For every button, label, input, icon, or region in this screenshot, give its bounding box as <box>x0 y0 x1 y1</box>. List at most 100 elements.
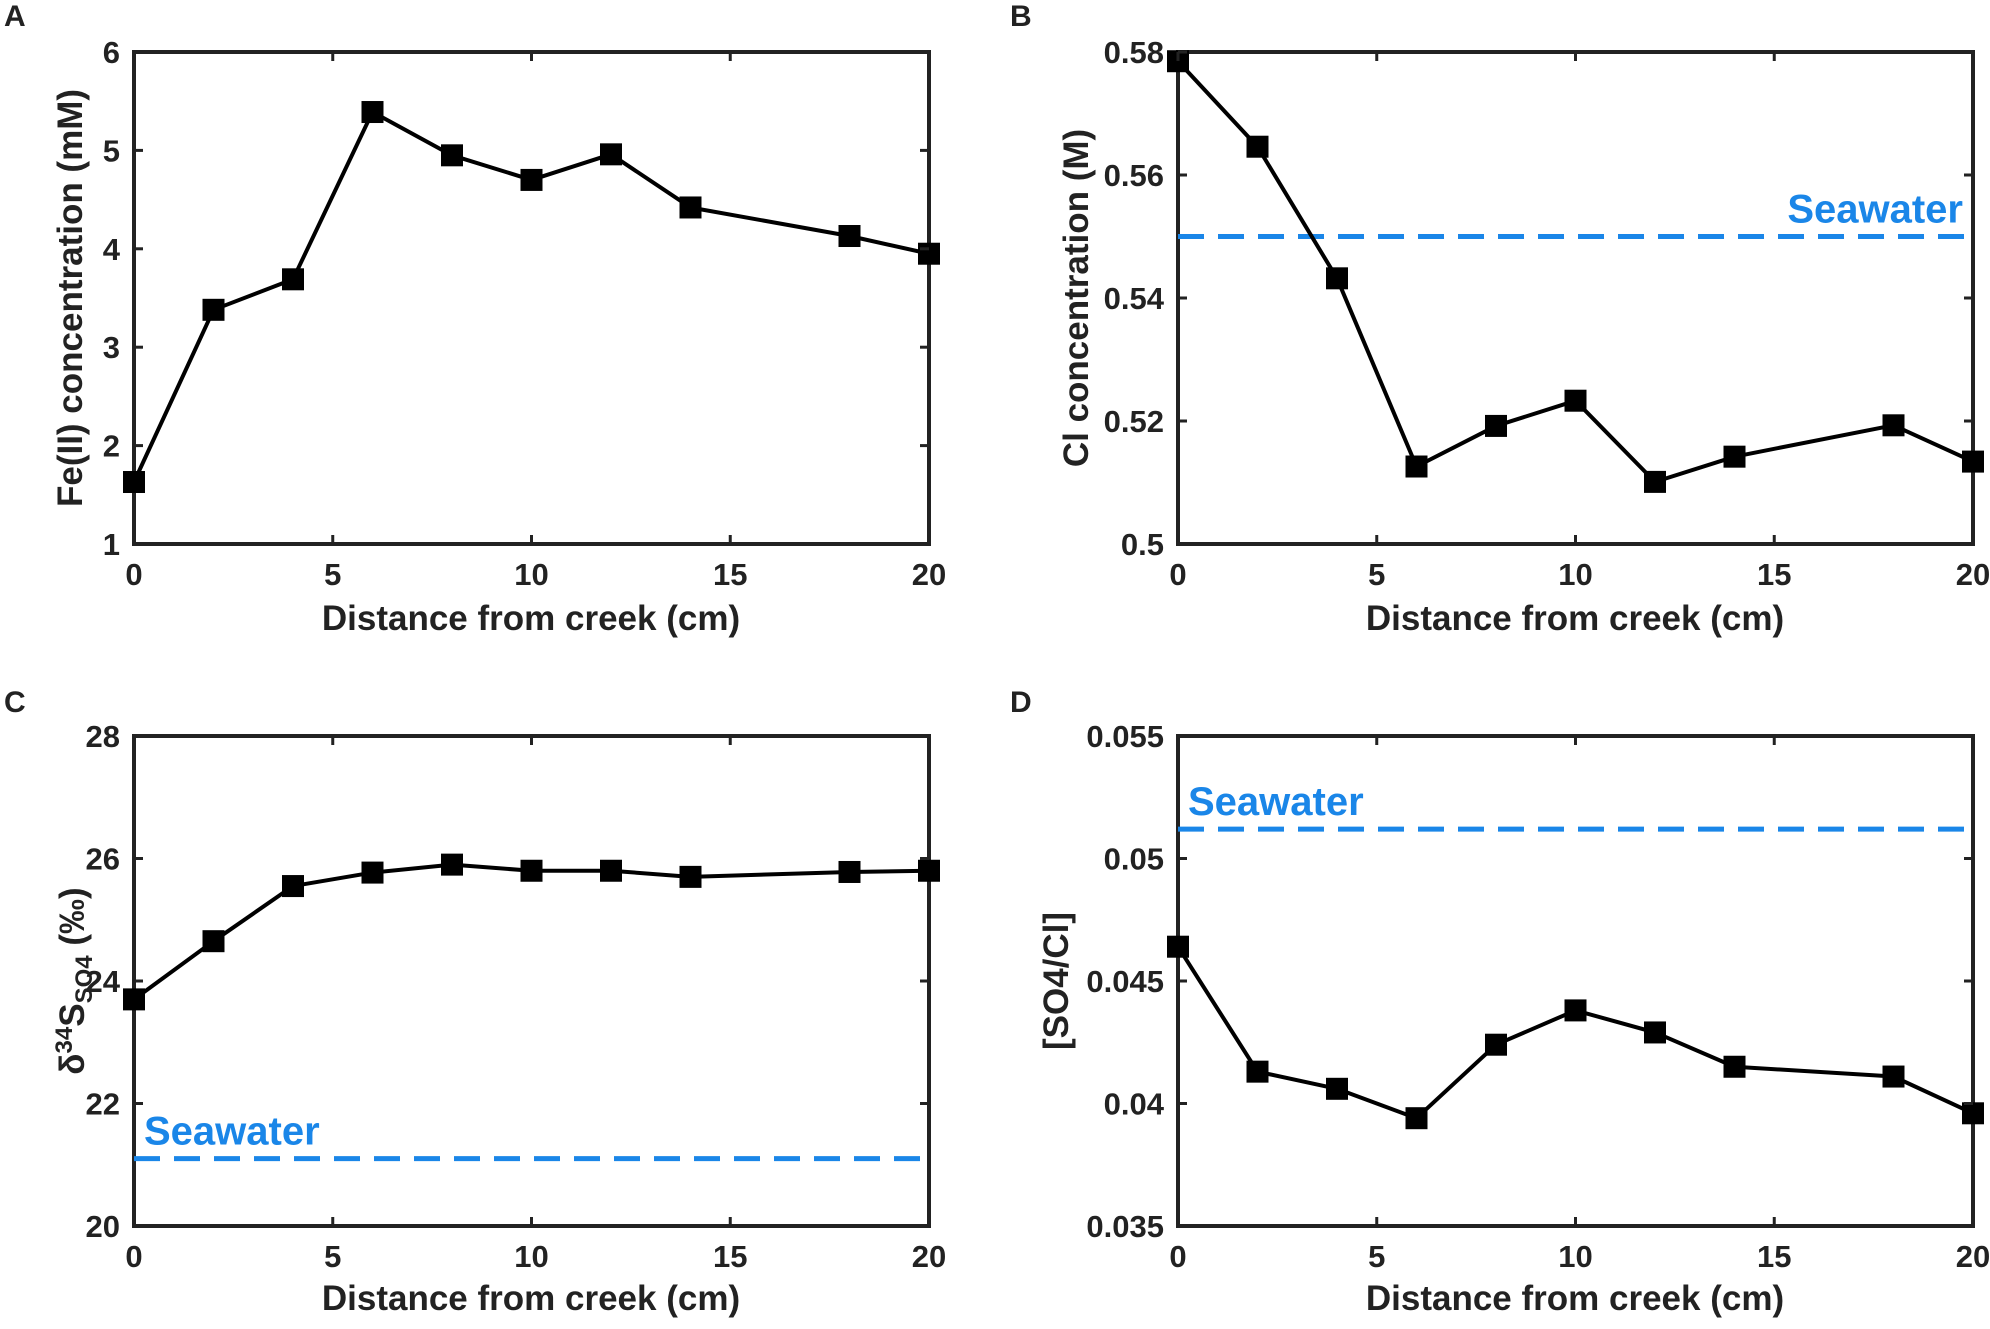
x-tick-label: 20 <box>912 1239 946 1274</box>
x-tick-label: 20 <box>1956 557 1990 592</box>
data-point <box>520 859 543 882</box>
data-point <box>918 242 940 265</box>
y-tick-label: 0.5 <box>1121 527 1164 562</box>
data-point <box>1167 935 1189 958</box>
y-tick-label: 0.56 <box>1104 158 1164 193</box>
data-point <box>1167 50 1189 73</box>
seawater-label: Seawater <box>1188 780 1364 824</box>
seawater-label: Seawater <box>1787 188 1963 232</box>
y-tick-label: 4 <box>103 232 121 267</box>
x-tick-label: 10 <box>1558 1239 1592 1274</box>
series-line <box>132 110 930 483</box>
y-tick-label: 20 <box>86 1209 120 1244</box>
x-tick-label: 0 <box>1169 1239 1186 1274</box>
data-point <box>1962 450 1984 473</box>
data-point <box>123 471 145 494</box>
data-point <box>361 101 384 124</box>
x-tick-label: 5 <box>1368 557 1385 592</box>
series-line <box>1176 59 1974 484</box>
data-point <box>679 865 702 888</box>
panel-letter: D <box>1010 686 1032 719</box>
ylabel-superscript: 34 <box>51 1026 78 1053</box>
y-tick-label: 5 <box>103 133 120 168</box>
x-tick-label: 15 <box>713 557 747 592</box>
y-tick-label: 28 <box>86 719 120 754</box>
x-tick-label: 15 <box>1757 1239 1791 1274</box>
data-point <box>202 930 225 953</box>
y-tick-label: 22 <box>86 1087 120 1122</box>
data-point <box>1723 1055 1746 1078</box>
x-tick-label: 10 <box>1558 557 1592 592</box>
panel-c: C Seawater 0 5 10 15 20 20 22 24 26 28 Distance f… <box>4 686 946 1318</box>
x-axis-label: Distance from creek (cm) <box>322 599 740 638</box>
plot-frame <box>1176 50 1975 546</box>
series-line <box>132 862 930 1001</box>
panel-b: B Seawater 0 5 10 15 20 0.5 0.52 0.54 0.56 0.58 D… <box>1010 0 1990 638</box>
data-point <box>838 860 861 883</box>
y-tick-label: 0.04 <box>1104 1087 1165 1122</box>
ylabel-prefix: δ <box>53 1053 92 1074</box>
panel-letter: C <box>4 686 26 719</box>
x-tick-label: 20 <box>912 557 946 592</box>
x-tick-label: 15 <box>1757 557 1791 592</box>
data-point <box>282 268 304 291</box>
panel-letter: A <box>4 0 26 33</box>
data-point <box>1405 1107 1428 1130</box>
y-tick-label: 2 <box>103 429 120 464</box>
data-point <box>1326 267 1348 290</box>
data-point <box>1882 414 1905 437</box>
data-point <box>600 143 622 166</box>
data-point <box>1564 999 1587 1022</box>
data-point <box>838 225 861 248</box>
ylabel-main: S <box>53 1003 92 1026</box>
y-axis-label: [SO4/Cl] <box>1037 912 1076 1050</box>
panel-letter: B <box>1010 0 1032 33</box>
x-tick-label: 0 <box>125 557 142 592</box>
ylabel-subscript: SO4 <box>71 955 98 1004</box>
data-point <box>123 988 145 1011</box>
data-point <box>361 861 384 884</box>
y-tick-label: 24 <box>86 964 121 999</box>
data-point <box>1485 1033 1507 1056</box>
data-point <box>1246 1060 1269 1083</box>
data-point <box>1405 455 1428 478</box>
x-tick-label: 5 <box>324 557 341 592</box>
data-point <box>679 196 702 219</box>
y-tick-label: 0.54 <box>1104 281 1165 316</box>
data-point <box>1246 135 1269 158</box>
series-line <box>1176 945 1974 1121</box>
x-axis-label: Distance from creek (cm) <box>1366 599 1784 638</box>
x-axis-label: Distance from creek (cm) <box>322 1279 740 1318</box>
data-point <box>202 298 225 321</box>
y-tick-label: 0.52 <box>1104 404 1164 439</box>
data-point <box>1564 389 1587 412</box>
y-axis-label: δ34SSO4 (‰) <box>51 887 98 1074</box>
data-point <box>441 853 463 876</box>
data-point <box>520 168 543 191</box>
x-tick-label: 5 <box>1368 1239 1385 1274</box>
data-point <box>1644 470 1666 493</box>
panel-a: A 0 5 10 15 20 1 2 3 4 5 6 Distance from creek (cm… <box>4 0 946 638</box>
seawater-label: Seawater <box>144 1110 320 1154</box>
data-point <box>1882 1065 1905 1088</box>
data-point <box>1326 1077 1348 1100</box>
y-tick-label: 0.05 <box>1104 842 1164 877</box>
y-tick-label: 1 <box>103 527 120 562</box>
data-point <box>1723 445 1746 468</box>
x-tick-label: 10 <box>514 1239 548 1274</box>
x-tick-label: 0 <box>125 1239 142 1274</box>
data-point <box>282 875 304 898</box>
x-tick-label: 20 <box>1956 1239 1990 1274</box>
x-tick-label: 15 <box>713 1239 747 1274</box>
y-axis-label: Fe(II) concentration (mM) <box>51 89 90 507</box>
y-tick-label: 0.035 <box>1086 1209 1164 1244</box>
y-axis-label: Cl concentration (M) <box>1057 129 1096 467</box>
y-tick-label: 3 <box>103 330 120 365</box>
x-tick-label: 10 <box>514 557 548 592</box>
data-point <box>441 144 463 167</box>
x-axis-label: Distance from creek (cm) <box>1366 1279 1784 1318</box>
data-point <box>918 859 940 882</box>
x-tick-label: 5 <box>324 1239 341 1274</box>
data-point <box>1962 1102 1984 1125</box>
